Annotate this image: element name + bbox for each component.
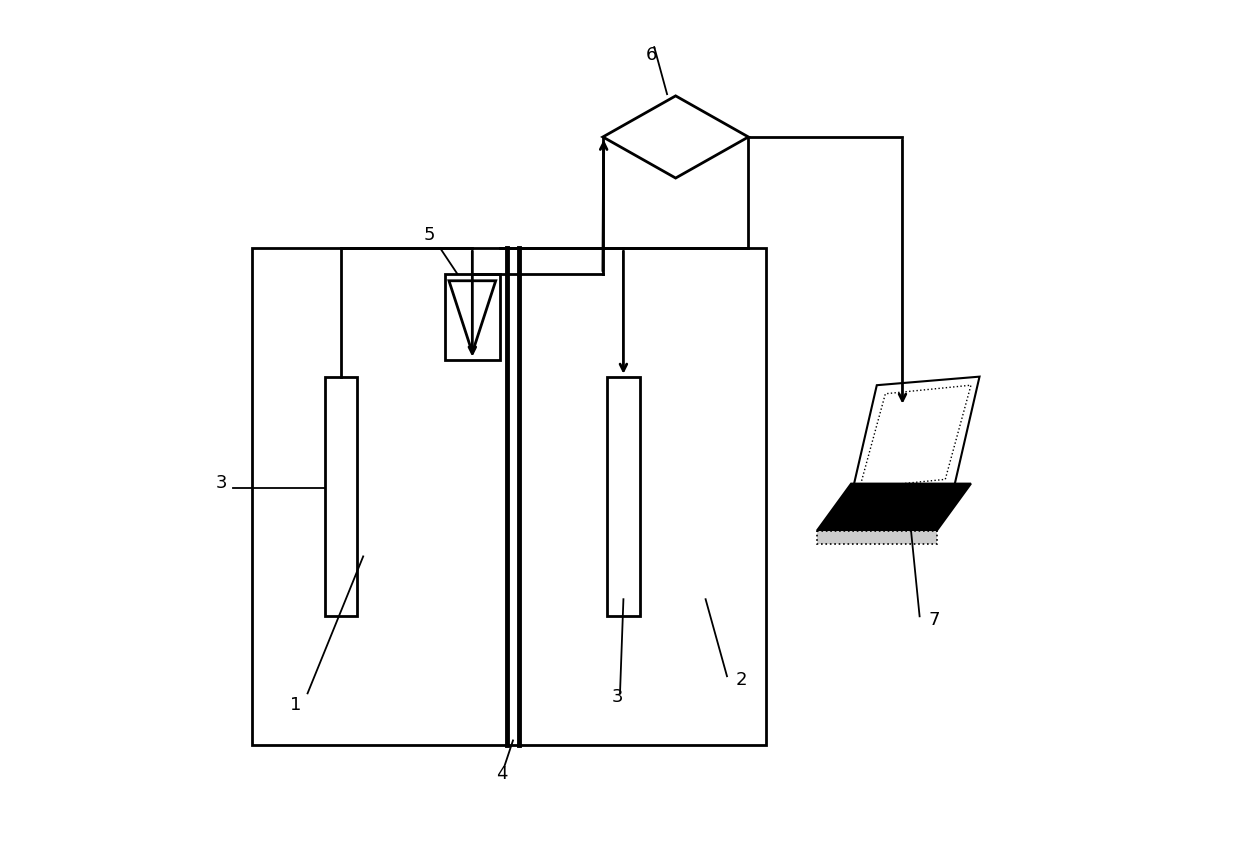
Bar xyxy=(325,377,357,616)
Polygon shape xyxy=(817,531,936,544)
Text: 4: 4 xyxy=(496,765,507,783)
Polygon shape xyxy=(859,385,971,488)
Polygon shape xyxy=(851,377,980,496)
Polygon shape xyxy=(449,281,496,353)
Bar xyxy=(608,377,640,616)
Text: 2: 2 xyxy=(735,671,746,689)
Text: 3: 3 xyxy=(216,474,227,492)
Text: 1: 1 xyxy=(290,697,301,715)
Bar xyxy=(444,274,500,360)
Text: 6: 6 xyxy=(646,46,657,64)
Polygon shape xyxy=(603,96,749,178)
Bar xyxy=(252,248,765,745)
Text: 3: 3 xyxy=(611,688,622,706)
Text: 7: 7 xyxy=(929,611,940,629)
Text: 5: 5 xyxy=(423,226,434,244)
Polygon shape xyxy=(817,484,971,531)
